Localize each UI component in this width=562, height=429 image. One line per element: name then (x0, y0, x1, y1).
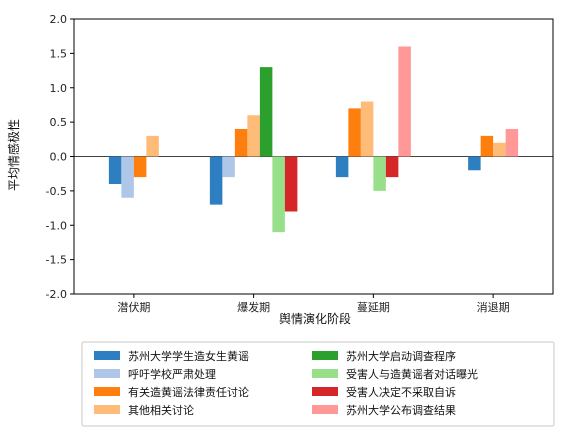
y-tick-label: 0.5 (50, 116, 68, 129)
legend-swatch (94, 387, 120, 396)
bar (468, 156, 481, 171)
legend-swatch (94, 405, 120, 414)
bar (505, 129, 519, 157)
legend-entry: 苏州大学启动调查程序 (346, 349, 456, 363)
legend-swatch (94, 351, 120, 360)
y-tick-label: 2.0 (50, 13, 68, 26)
bar (209, 156, 223, 205)
bar (385, 156, 399, 178)
bar (272, 156, 285, 233)
legend-entry: 其他相关讨论 (128, 403, 194, 417)
bar (121, 156, 134, 198)
legend-swatch (312, 405, 338, 414)
legend-entry: 受害人决定不采取自诉 (346, 385, 456, 399)
bar (398, 46, 411, 157)
bar (493, 142, 506, 157)
y-tick-label: -1.5 (46, 254, 67, 267)
bar (373, 156, 386, 191)
y-tick-label: -1.0 (46, 219, 67, 232)
y-tick-label: 1.0 (50, 82, 68, 95)
legend-swatch (312, 351, 338, 360)
bar (360, 101, 374, 157)
x-tick-label: 蔓延期 (357, 300, 390, 314)
y-tick-label: -2.0 (46, 288, 67, 301)
y-tick-label: 0.0 (50, 151, 68, 164)
bar (234, 129, 248, 157)
legend-entry: 有关造黄谣法律责任讨论 (128, 385, 249, 399)
y-axis-label: 平均情感极性 (6, 119, 21, 191)
bar (108, 156, 122, 184)
bar (247, 115, 260, 157)
legend-entry: 苏州大学学生造女生黄谣 (128, 349, 249, 363)
bar (146, 135, 159, 157)
legend-swatch (312, 369, 338, 378)
legend-swatch (94, 369, 120, 378)
bar (133, 156, 147, 178)
legend-box (81, 341, 555, 427)
bar (222, 156, 235, 178)
x-tick-label: 潜伏期 (117, 300, 150, 314)
legend-swatch (312, 387, 338, 396)
bar (348, 108, 361, 157)
bar (480, 135, 494, 157)
legend-entry: 呼吁学校严肃处理 (128, 367, 216, 381)
x-tick-label: 消退期 (477, 300, 510, 314)
bar (335, 156, 349, 178)
bar (284, 156, 298, 212)
bar (259, 67, 273, 157)
x-axis-label: 舆情演化阶段 (279, 311, 351, 326)
legend-entry: 苏州大学公布调查结果 (346, 403, 456, 417)
y-tick-label: -0.5 (46, 185, 67, 198)
x-tick-label: 爆发期 (237, 300, 270, 314)
y-tick-label: 1.5 (50, 47, 68, 60)
legend-entry: 受害人与造黄谣者对话曝光 (346, 367, 478, 381)
